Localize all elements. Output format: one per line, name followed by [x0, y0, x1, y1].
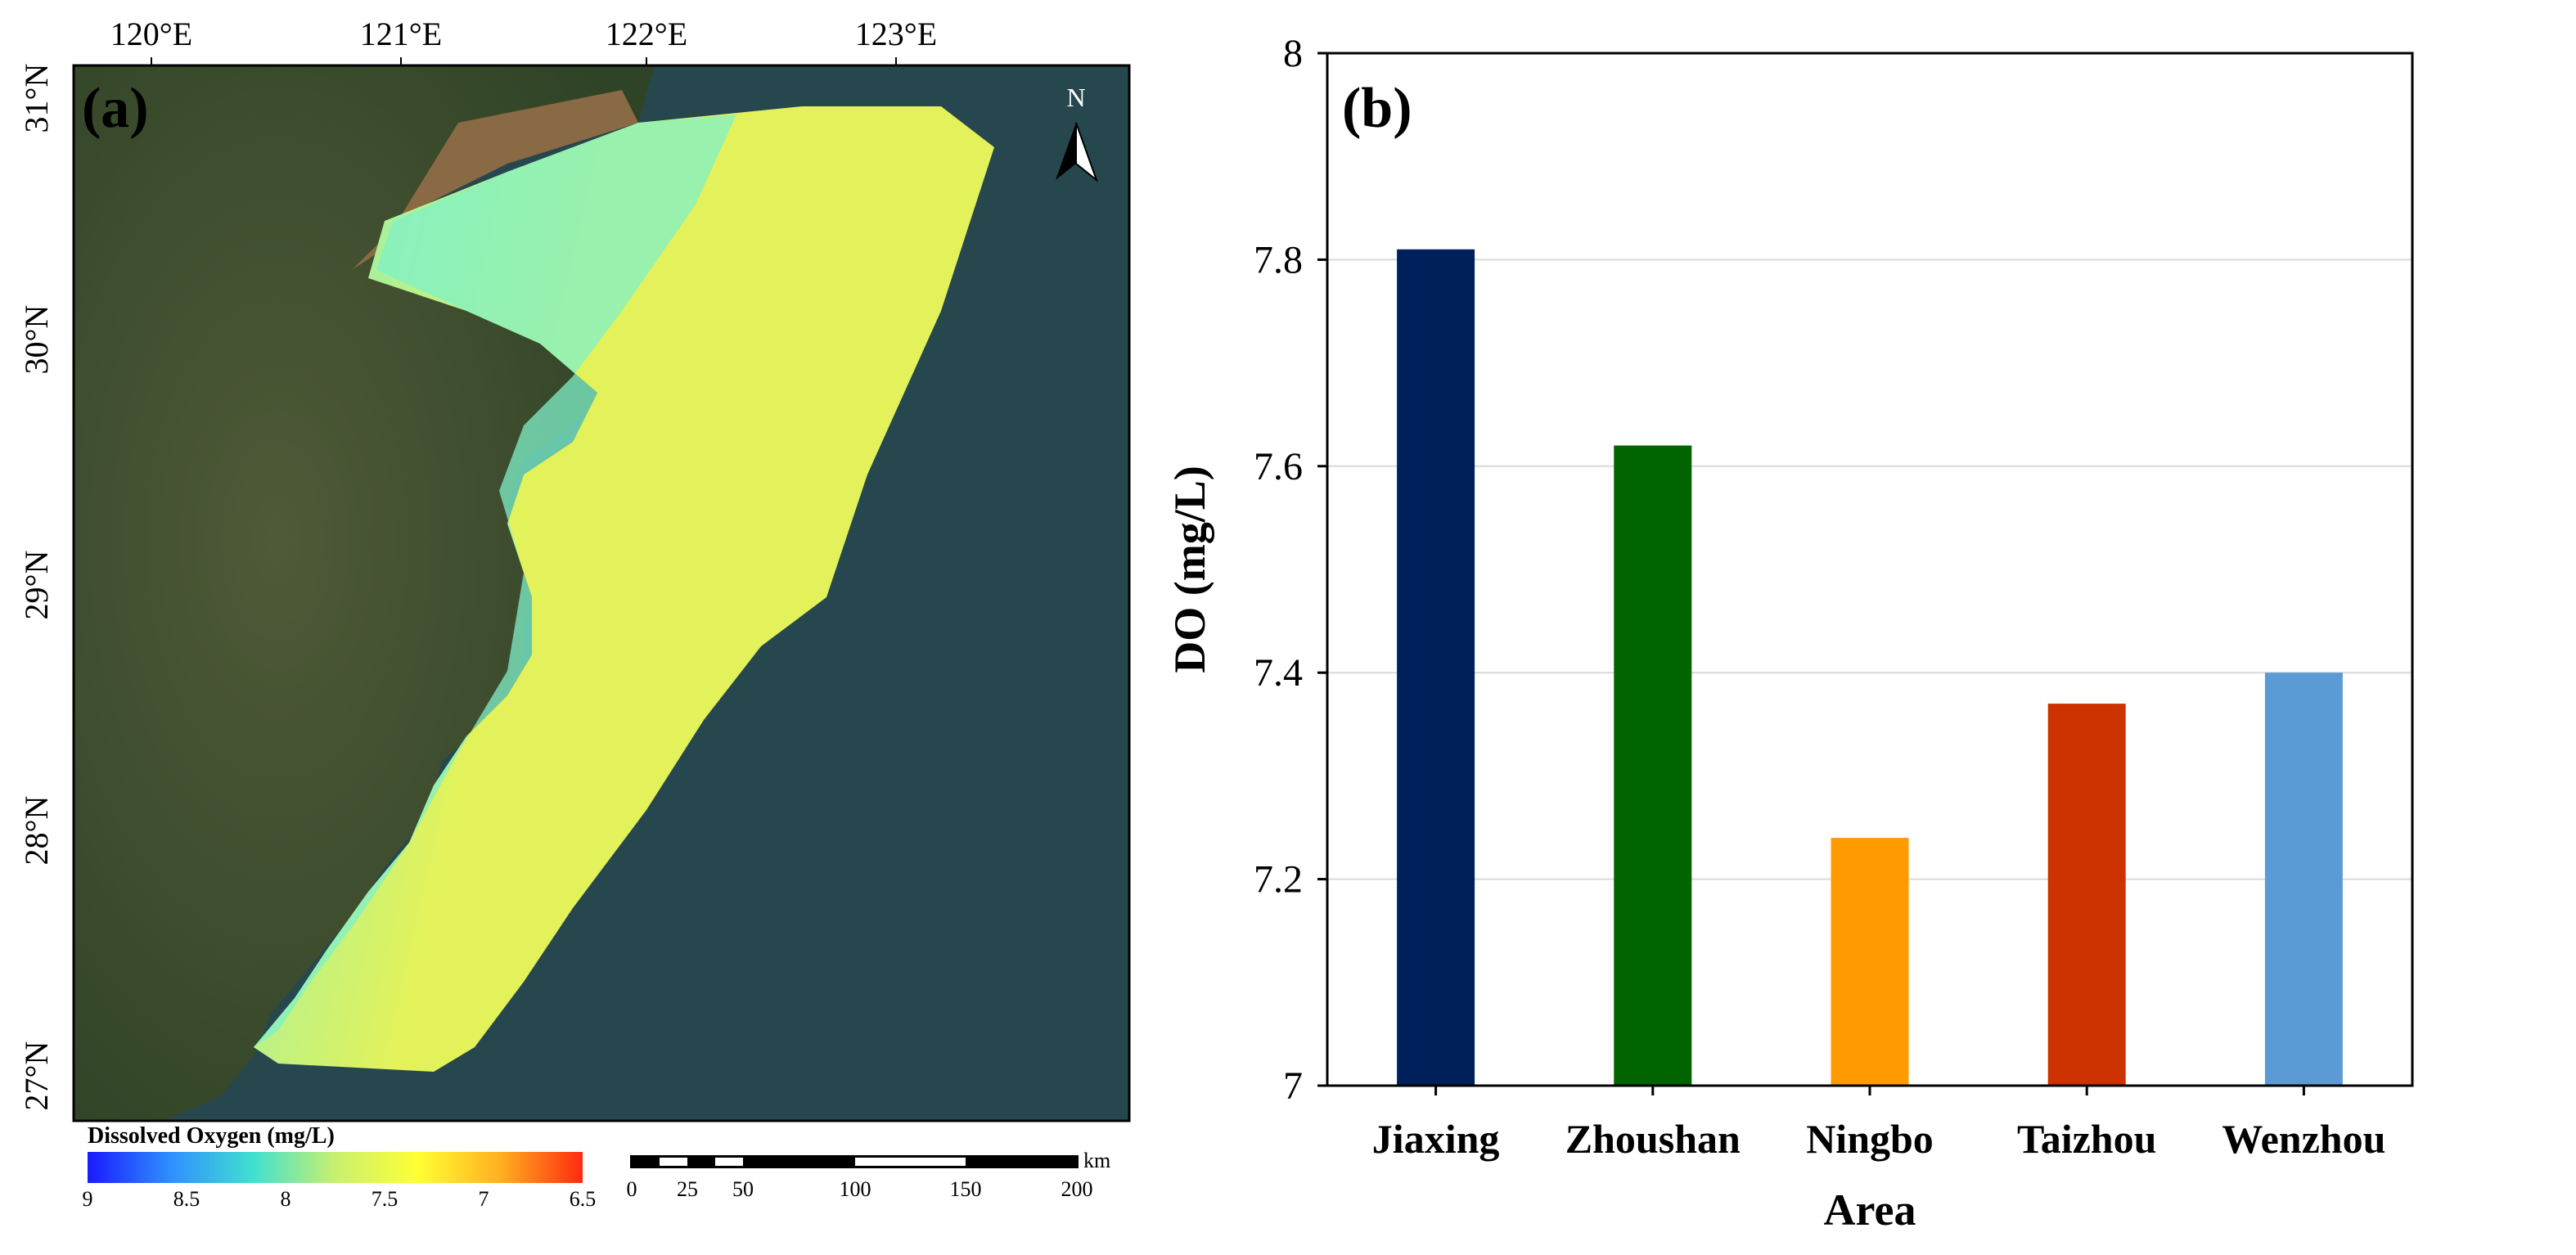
scalebar-unit: km [1083, 1149, 1110, 1172]
lat-tick-label: 31°N [18, 64, 55, 133]
panel-a-label: (a) [82, 77, 149, 140]
lat-tick-label: 30°N [18, 305, 55, 375]
colorbar-tick: 9 [83, 1187, 93, 1211]
y-tick-label: 8 [1283, 32, 1303, 75]
y-tick-label: 7.2 [1254, 858, 1303, 902]
longitude-ticks: 120°E 121°E 122°E 123°E [110, 16, 937, 65]
scalebar-tick: 25 [677, 1177, 698, 1201]
colorbar-ramp [88, 1152, 583, 1183]
x-tick-label: Ningbo [1806, 1116, 1934, 1162]
colorbar-tick: 7.5 [372, 1187, 399, 1211]
lat-tick-label: 29°N [18, 551, 55, 620]
do-coverage [254, 106, 994, 1072]
satellite-map [74, 65, 1129, 1121]
lon-tick-label: 123°E [855, 16, 937, 52]
y-axis-ticks: 7 7.2 7.4 7.6 7.8 8 [1254, 32, 1327, 1108]
scalebar-tick: 100 [840, 1177, 871, 1201]
scale-bar: 0 25 50 100 150 200 km [627, 1149, 1111, 1201]
bar-chart-panel: 7 7.2 7.4 7.6 7.8 8 Jiaxing Zhoushan Ningbo Taiz… [1165, 32, 2414, 1235]
y-tick-label: 7.4 [1254, 651, 1303, 695]
bar-ningbo [1831, 838, 1909, 1086]
gridlines [1327, 259, 2412, 880]
x-axis-ticks: Jiaxing Zhoushan Ningbo Taizhou Wenzhou [1372, 1086, 2385, 1162]
bar-jiaxing [1397, 249, 1475, 1086]
map-panel: 120°E 121°E 122°E 123°E 31°N 30°N 29°N 2… [18, 16, 1131, 1211]
y-tick-label: 7 [1283, 1064, 1303, 1108]
bar-wenzhou [2264, 672, 2343, 1086]
latitude-ticks: 31°N 30°N 29°N 28°N 27°N [18, 64, 55, 1111]
x-axis-label: Area [1824, 1185, 1916, 1235]
lat-tick-label: 28°N [18, 796, 55, 866]
scalebar-tick: 200 [1061, 1177, 1093, 1201]
colorbar-tick: 8 [281, 1187, 291, 1211]
panel-b-label: (b) [1342, 77, 1412, 140]
colorbar-tick: 7 [479, 1187, 489, 1211]
north-arrow-label: N [1066, 83, 1085, 112]
bars [1397, 249, 2343, 1086]
north-arrow-icon: N [1056, 83, 1099, 182]
scalebar-tick: 50 [732, 1177, 754, 1201]
map-frame [72, 64, 1131, 1122]
lat-tick-label: 27°N [18, 1041, 55, 1111]
x-tick-label: Jiaxing [1372, 1116, 1500, 1162]
x-tick-label: Zhoushan [1565, 1116, 1741, 1162]
y-tick-label: 7.8 [1254, 238, 1303, 281]
lon-tick-label: 120°E [110, 16, 192, 52]
lon-tick-label: 122°E [606, 16, 687, 52]
bar-zhoushan [1614, 445, 1692, 1086]
lon-tick-label: 121°E [360, 16, 442, 52]
colorbar-tick: 6.5 [570, 1187, 597, 1211]
y-tick-label: 7.6 [1254, 445, 1303, 488]
y-axis-label: DO (mg/L) [1165, 466, 1214, 672]
scalebar-tick: 150 [950, 1177, 982, 1201]
x-tick-label: Taizhou [2017, 1116, 2156, 1162]
estuary [352, 90, 638, 270]
do-coastal-band [254, 115, 736, 1047]
x-tick-label: Wenzhou [2222, 1116, 2385, 1162]
scalebar-tick: 0 [627, 1177, 637, 1201]
colorbar-tick: 8.5 [173, 1187, 200, 1211]
colorbar-title: Dissolved Oxygen (mg/L) [88, 1123, 335, 1149]
colorbar: Dissolved Oxygen (mg/L) 9 8.5 8 7.5 7 6.… [83, 1123, 597, 1211]
bar-taizhou [2047, 704, 2126, 1086]
